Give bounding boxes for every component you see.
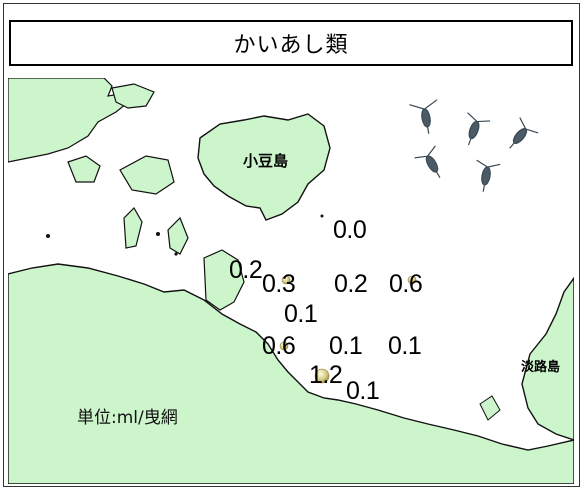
station-value: 0.6 xyxy=(262,332,296,360)
island-west-b xyxy=(67,155,101,183)
islet-dot xyxy=(320,214,324,218)
station-value: 0.6 xyxy=(389,270,423,298)
island-north-small xyxy=(111,83,155,109)
page-title: かいあし類 xyxy=(233,33,349,58)
island-west-d xyxy=(167,216,189,255)
station-marker xyxy=(314,368,330,384)
station-value: 1.2 xyxy=(309,361,343,389)
island-west-c xyxy=(123,207,143,249)
station-value: 0.1 xyxy=(329,332,363,360)
island-awajishima xyxy=(521,276,574,441)
station-marker xyxy=(281,275,291,285)
island-shodoshima xyxy=(197,113,331,221)
station-value: 0.1 xyxy=(388,332,422,360)
station-value: 0.2 xyxy=(334,270,368,298)
label-shodoshima: 小豆島 xyxy=(243,152,289,170)
station-value: 0.1 xyxy=(346,377,380,405)
map-canvas xyxy=(8,78,574,484)
islet-dot xyxy=(174,252,178,256)
islet-southeast xyxy=(479,395,501,421)
station-value: 0.1 xyxy=(284,300,318,328)
unit-label: 単位:ml/曳網 xyxy=(77,408,178,428)
station-value: 0.3 xyxy=(262,270,296,298)
station-value: 0.2 xyxy=(229,256,263,284)
label-awajishima: 淡路島 xyxy=(521,360,561,375)
islet-dot xyxy=(46,234,50,238)
title-box: かいあし類 xyxy=(9,20,573,66)
peninsula-center xyxy=(203,249,245,311)
landmass-south xyxy=(8,263,574,484)
station-marker xyxy=(279,341,289,351)
station-value: 0.0 xyxy=(333,216,367,244)
island-west-a xyxy=(119,155,175,195)
station-marker xyxy=(407,275,417,285)
landmass-northwest xyxy=(8,78,127,163)
copepod-icon xyxy=(409,99,539,192)
islet-dot xyxy=(156,232,160,236)
